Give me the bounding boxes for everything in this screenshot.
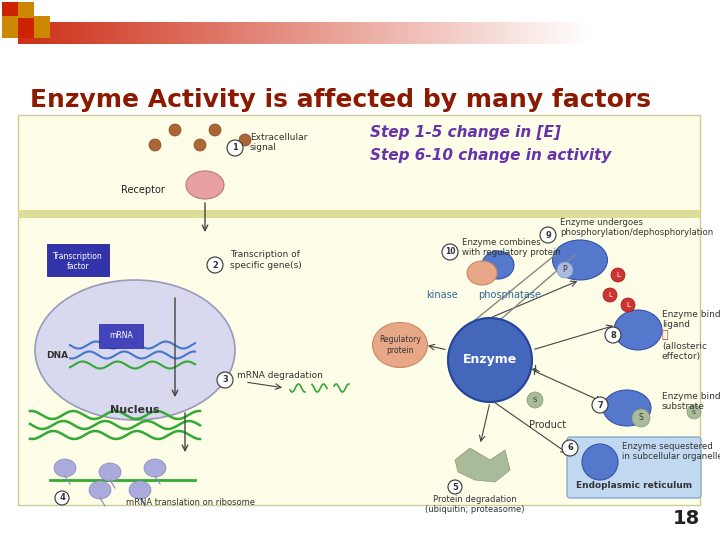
Text: Endoplasmic reticulum: Endoplasmic reticulum (576, 481, 692, 490)
Bar (18, 115, 700, 505)
Ellipse shape (603, 390, 651, 426)
Text: 18: 18 (672, 509, 700, 528)
Circle shape (527, 392, 543, 408)
Circle shape (562, 440, 578, 456)
Circle shape (687, 405, 701, 419)
Circle shape (55, 491, 69, 505)
Text: 8: 8 (610, 330, 616, 340)
Circle shape (448, 318, 532, 402)
Circle shape (169, 124, 181, 136)
Text: Enzyme sequestered
in subcellular organelle: Enzyme sequestered in subcellular organe… (622, 442, 720, 461)
Circle shape (592, 397, 608, 413)
Ellipse shape (614, 310, 662, 350)
Text: L: L (616, 272, 620, 278)
Bar (18, 14, 34, 18)
Text: 6: 6 (567, 443, 573, 453)
Text: phosphatase: phosphatase (479, 290, 541, 300)
Ellipse shape (144, 459, 166, 477)
Text: Step 6-10 change in activity: Step 6-10 change in activity (370, 148, 611, 163)
Text: P: P (563, 266, 567, 274)
Circle shape (448, 480, 462, 494)
Ellipse shape (89, 481, 111, 499)
Text: 2: 2 (212, 260, 218, 269)
Ellipse shape (482, 251, 514, 279)
Text: S: S (639, 414, 644, 422)
FancyBboxPatch shape (99, 324, 143, 348)
Circle shape (611, 268, 625, 282)
Text: 5: 5 (452, 483, 458, 491)
Ellipse shape (186, 171, 224, 199)
Circle shape (217, 372, 233, 388)
Text: mRNA translation on ribosome: mRNA translation on ribosome (125, 498, 254, 507)
Text: Transcription
factor: Transcription factor (53, 252, 103, 272)
Circle shape (239, 134, 251, 146)
Circle shape (605, 327, 621, 343)
Text: Step 1-5 change in [E]: Step 1-5 change in [E] (370, 125, 561, 140)
Bar (34, 16, 50, 38)
Text: 10: 10 (445, 247, 455, 256)
Text: Enzyme undergoes
phosphorylation/dephosphorylation: Enzyme undergoes phosphorylation/dephosp… (560, 218, 714, 238)
FancyBboxPatch shape (567, 437, 701, 498)
Text: kinase: kinase (426, 290, 458, 300)
Text: S: S (533, 397, 537, 403)
Ellipse shape (467, 261, 497, 285)
Text: Receptor: Receptor (121, 185, 165, 195)
Bar (18, 16, 34, 38)
Text: 1: 1 (232, 144, 238, 152)
Circle shape (557, 262, 573, 278)
Bar (18, 2, 34, 16)
Text: Enzyme binds
substrate: Enzyme binds substrate (662, 392, 720, 411)
Ellipse shape (54, 459, 76, 477)
Text: Product: Product (529, 420, 567, 430)
Text: Extracellular
signal: Extracellular signal (250, 133, 307, 152)
Text: L: L (626, 302, 630, 308)
Text: Transcription of
specific gene(s): Transcription of specific gene(s) (230, 251, 302, 269)
Ellipse shape (372, 322, 428, 368)
Ellipse shape (129, 481, 151, 499)
Circle shape (540, 227, 556, 243)
Text: mRNA: mRNA (109, 332, 133, 341)
Text: 7: 7 (597, 401, 603, 409)
Text: 4: 4 (59, 494, 65, 503)
Text: Protein degradation
(ubiquitin; proteasome): Protein degradation (ubiquitin; proteaso… (426, 495, 525, 515)
Text: Enzyme binds
ligand: Enzyme binds ligand (662, 310, 720, 329)
Text: mRNA degradation: mRNA degradation (237, 370, 323, 380)
Circle shape (582, 444, 618, 480)
Polygon shape (455, 448, 510, 482)
Circle shape (149, 139, 161, 151)
Bar (18, 210, 700, 218)
Ellipse shape (35, 280, 235, 420)
Circle shape (209, 124, 221, 136)
Ellipse shape (552, 240, 608, 280)
Circle shape (632, 409, 650, 427)
Text: Ⓛ: Ⓛ (662, 330, 669, 340)
Text: DNA: DNA (46, 350, 68, 360)
Bar (2, 2, 18, 16)
Text: Nucleus: Nucleus (110, 405, 160, 415)
Text: L: L (608, 292, 612, 298)
Circle shape (227, 140, 243, 156)
Text: S: S (692, 409, 696, 415)
Text: 9: 9 (545, 231, 551, 240)
Text: Enzyme: Enzyme (463, 354, 517, 367)
Ellipse shape (99, 463, 121, 481)
Circle shape (207, 257, 223, 273)
Circle shape (603, 288, 617, 302)
Circle shape (194, 139, 206, 151)
Text: (allosteric
effector): (allosteric effector) (662, 342, 707, 361)
Text: 3: 3 (222, 375, 228, 384)
Bar (2, 16, 18, 38)
Text: Enzyme Activity is affected by many factors: Enzyme Activity is affected by many fact… (30, 88, 651, 112)
Text: Enzyme combines
with regulatory protein: Enzyme combines with regulatory protein (462, 238, 561, 258)
FancyBboxPatch shape (47, 244, 109, 276)
Circle shape (621, 298, 635, 312)
Circle shape (442, 244, 458, 260)
Text: Regulatory
protein: Regulatory protein (379, 335, 421, 355)
